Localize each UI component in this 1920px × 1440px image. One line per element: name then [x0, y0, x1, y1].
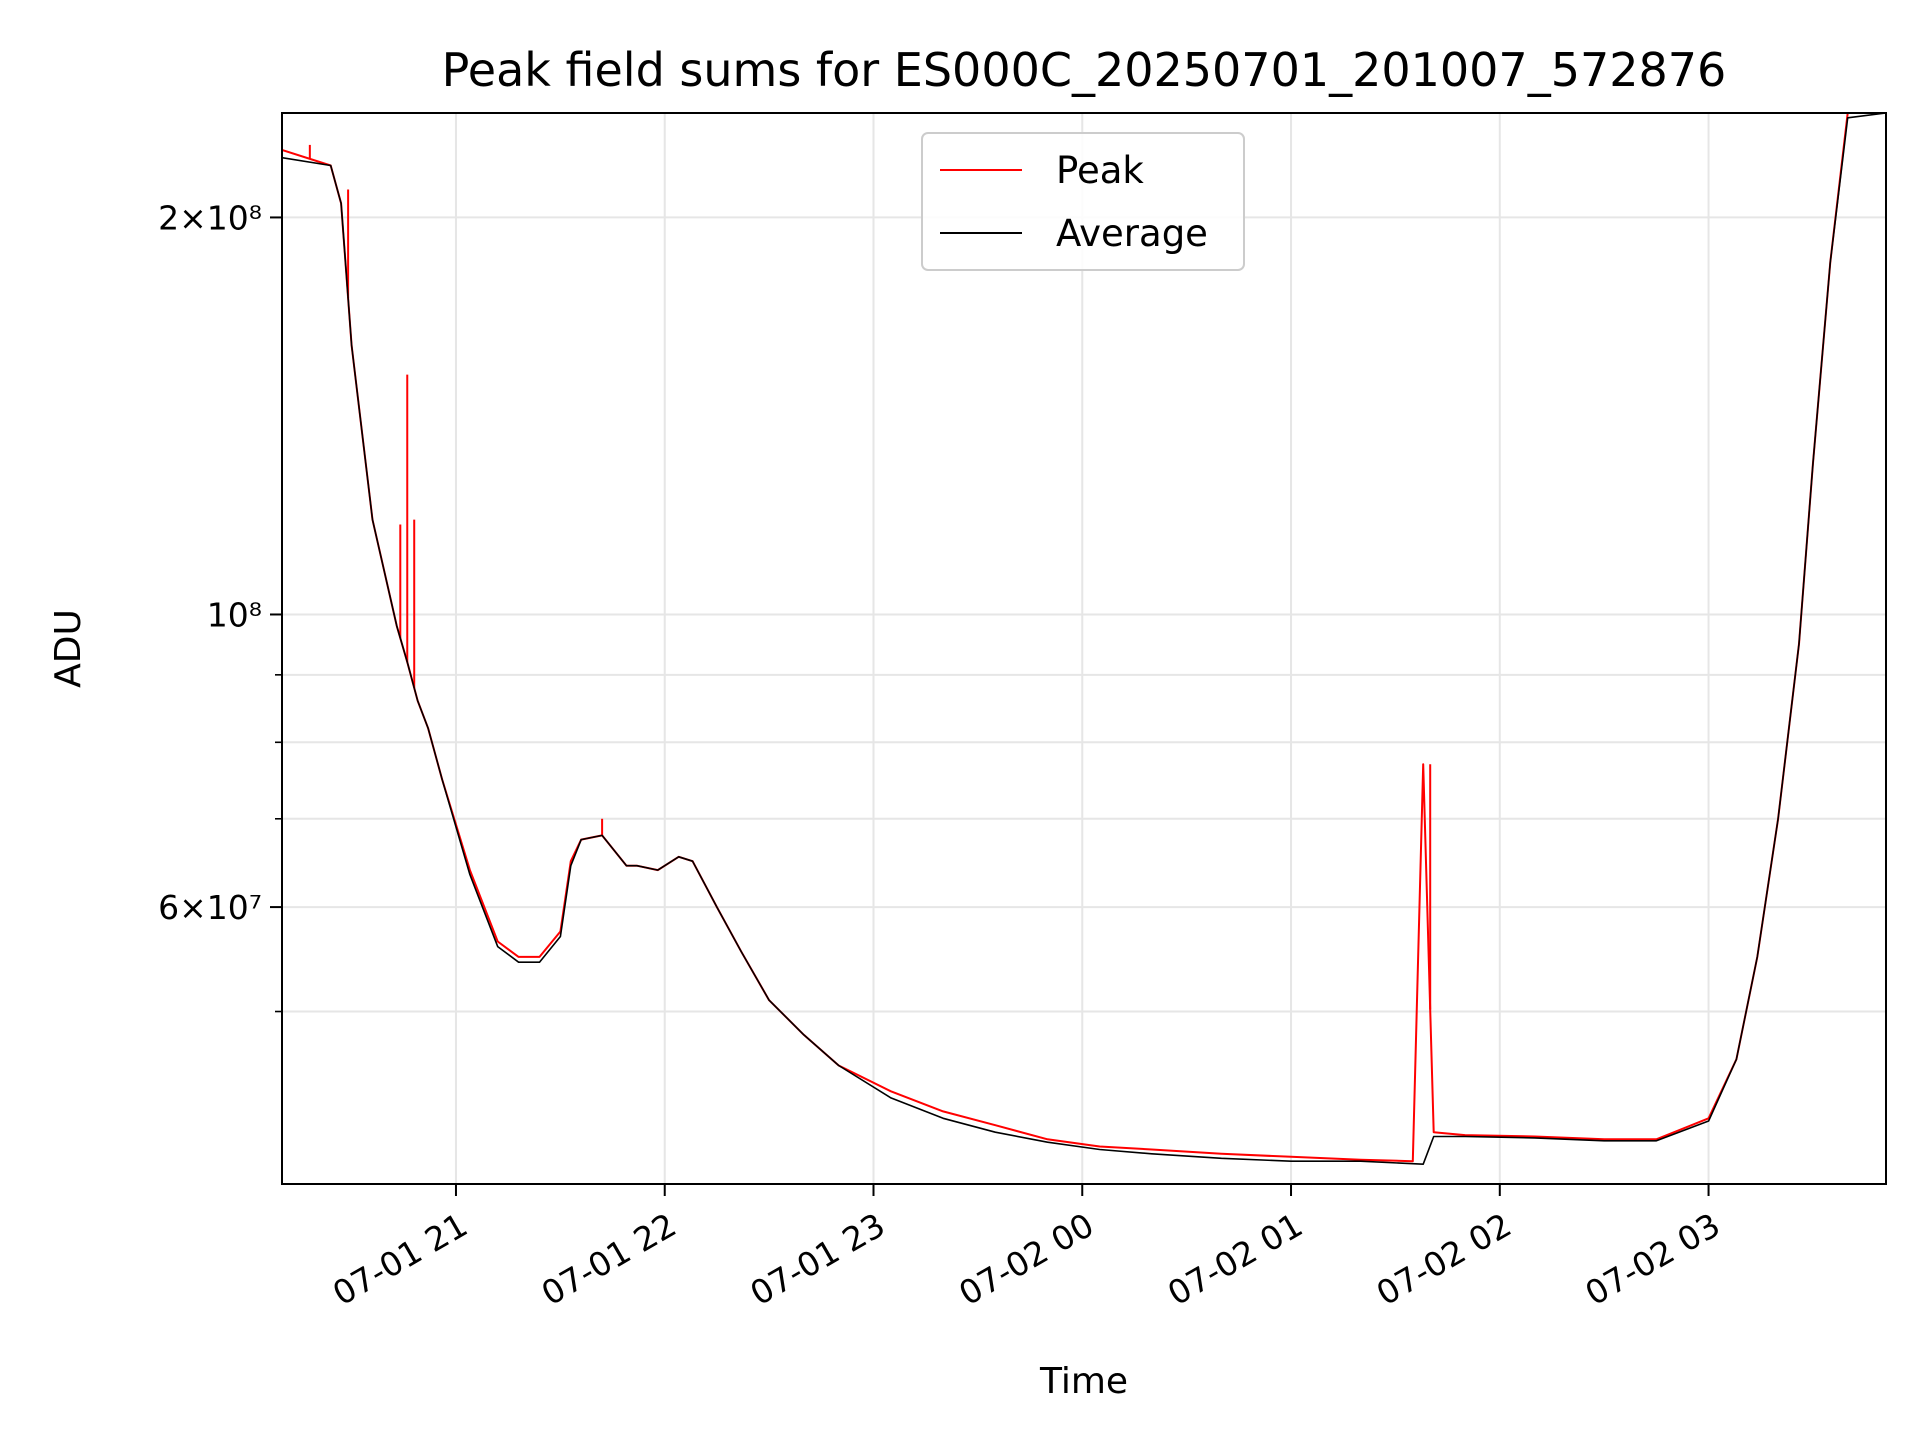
series-line-average — [282, 113, 1886, 1165]
chart-title: Peak field sums for ES000C_20250701_2010… — [442, 43, 1727, 97]
y-axis-label: ADU — [48, 609, 89, 688]
legend-box — [921, 132, 1245, 271]
legend-label-average: Average — [1056, 212, 1208, 255]
y-tick-label: 6×10⁷ — [158, 888, 262, 927]
plot-series — [282, 113, 1886, 1165]
legend: Peak Average — [921, 132, 1245, 271]
plot-frame — [281, 112, 1887, 1185]
y-tick-label: 10⁸ — [207, 595, 262, 634]
x-axis-label: Time — [1039, 1361, 1128, 1402]
legend-label-peak: Peak — [1056, 149, 1144, 192]
grid — [282, 113, 1886, 1184]
y-tick-label: 2×10⁸ — [158, 198, 262, 237]
